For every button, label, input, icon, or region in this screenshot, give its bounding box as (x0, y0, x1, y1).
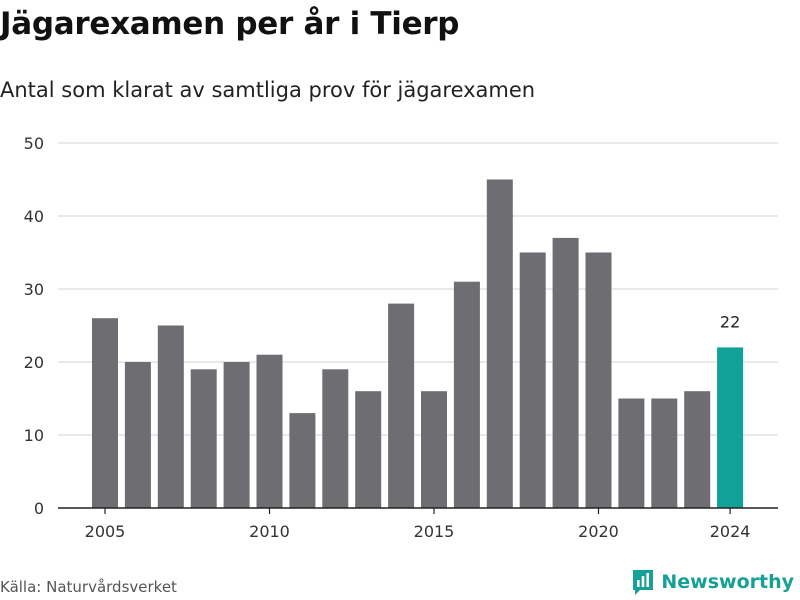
x-tick-label: 2005 (85, 522, 126, 541)
y-tick-label: 40 (24, 207, 44, 226)
bar (190, 369, 217, 508)
y-tick-label: 10 (24, 426, 44, 445)
x-tick-label: 2024 (710, 522, 751, 541)
bar (256, 354, 283, 508)
chart-title: Jägarexamen per år i Tierp (0, 6, 460, 42)
bar (157, 325, 184, 508)
data-label: 22 (720, 312, 740, 331)
bar (717, 347, 744, 508)
bar (519, 252, 546, 508)
bar (552, 237, 579, 508)
x-tick-label: 2020 (578, 522, 619, 541)
bar (355, 391, 382, 508)
y-tick-label: 0 (34, 499, 44, 518)
bar (651, 398, 678, 508)
bar (388, 303, 415, 508)
bar (124, 362, 151, 508)
bar (421, 391, 447, 508)
bar (92, 318, 118, 508)
bar (618, 398, 645, 508)
chart-subtitle: Antal som klarat av samtliga prov för jä… (0, 78, 536, 102)
bar (289, 413, 316, 508)
brand-name: Newsworthy (661, 571, 794, 593)
bar-chart: 0 10 20 30 40 50 22 2005 2010 2015 2020 2024 (24, 134, 778, 541)
brand-logo: Newsworthy (631, 568, 794, 596)
x-tick-label: 2015 (414, 522, 455, 541)
y-tick-label: 20 (24, 353, 44, 372)
bar (585, 252, 612, 508)
bar (322, 369, 349, 508)
bar (223, 362, 250, 508)
x-tick-label: 2010 (249, 522, 290, 541)
newsworthy-logo-icon (633, 570, 654, 595)
bar (486, 179, 513, 508)
bar (453, 281, 480, 508)
y-tick-label: 30 (24, 280, 44, 299)
y-tick-label: 50 (24, 134, 44, 153)
bar (684, 391, 711, 508)
source-note: Källa: Naturvårdsverket (0, 578, 177, 596)
